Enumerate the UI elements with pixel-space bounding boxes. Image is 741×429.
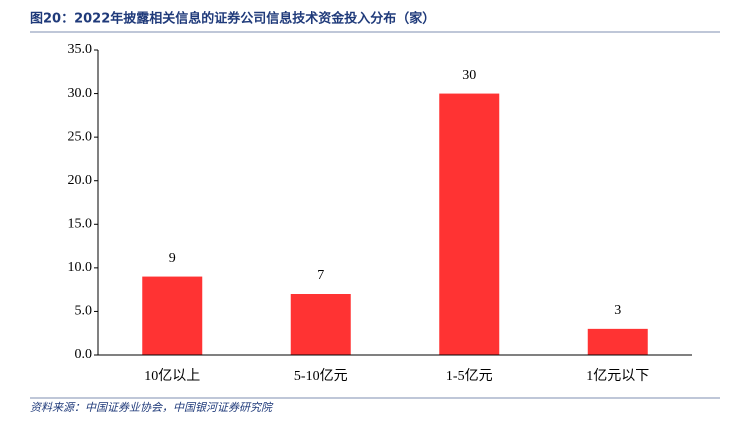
x-tick-label: 1-5亿元 [446, 368, 493, 384]
x-tick-label: 10亿以上 [144, 368, 200, 384]
value-label: 30 [462, 68, 476, 83]
y-tick-label: 35.0 [68, 42, 93, 57]
bar [290, 294, 351, 355]
value-label: 9 [169, 251, 176, 266]
bar [439, 93, 500, 356]
value-label: 7 [317, 268, 324, 283]
y-tick-label: 5.0 [75, 304, 93, 319]
x-tick-label: 1亿元以下 [586, 368, 649, 384]
y-tick-label: 15.0 [68, 217, 93, 232]
y-tick-label: 20.0 [68, 173, 93, 188]
y-tick-label: 30.0 [68, 86, 93, 101]
source: 资料来源：中国证券业协会，中国银河证券研究院 [30, 401, 274, 414]
y-tick-label: 10.0 [68, 260, 93, 275]
chart-title: 图20：2022年披露相关信息的证券公司信息技术资金投入分布（家） [30, 11, 435, 27]
y-tick-label: 25.0 [68, 129, 93, 144]
bar [587, 328, 648, 355]
x-tick-label: 5-10亿元 [294, 368, 348, 384]
y-tick-label: 0.0 [75, 347, 93, 362]
bar [142, 276, 203, 355]
value-label: 3 [614, 303, 621, 318]
